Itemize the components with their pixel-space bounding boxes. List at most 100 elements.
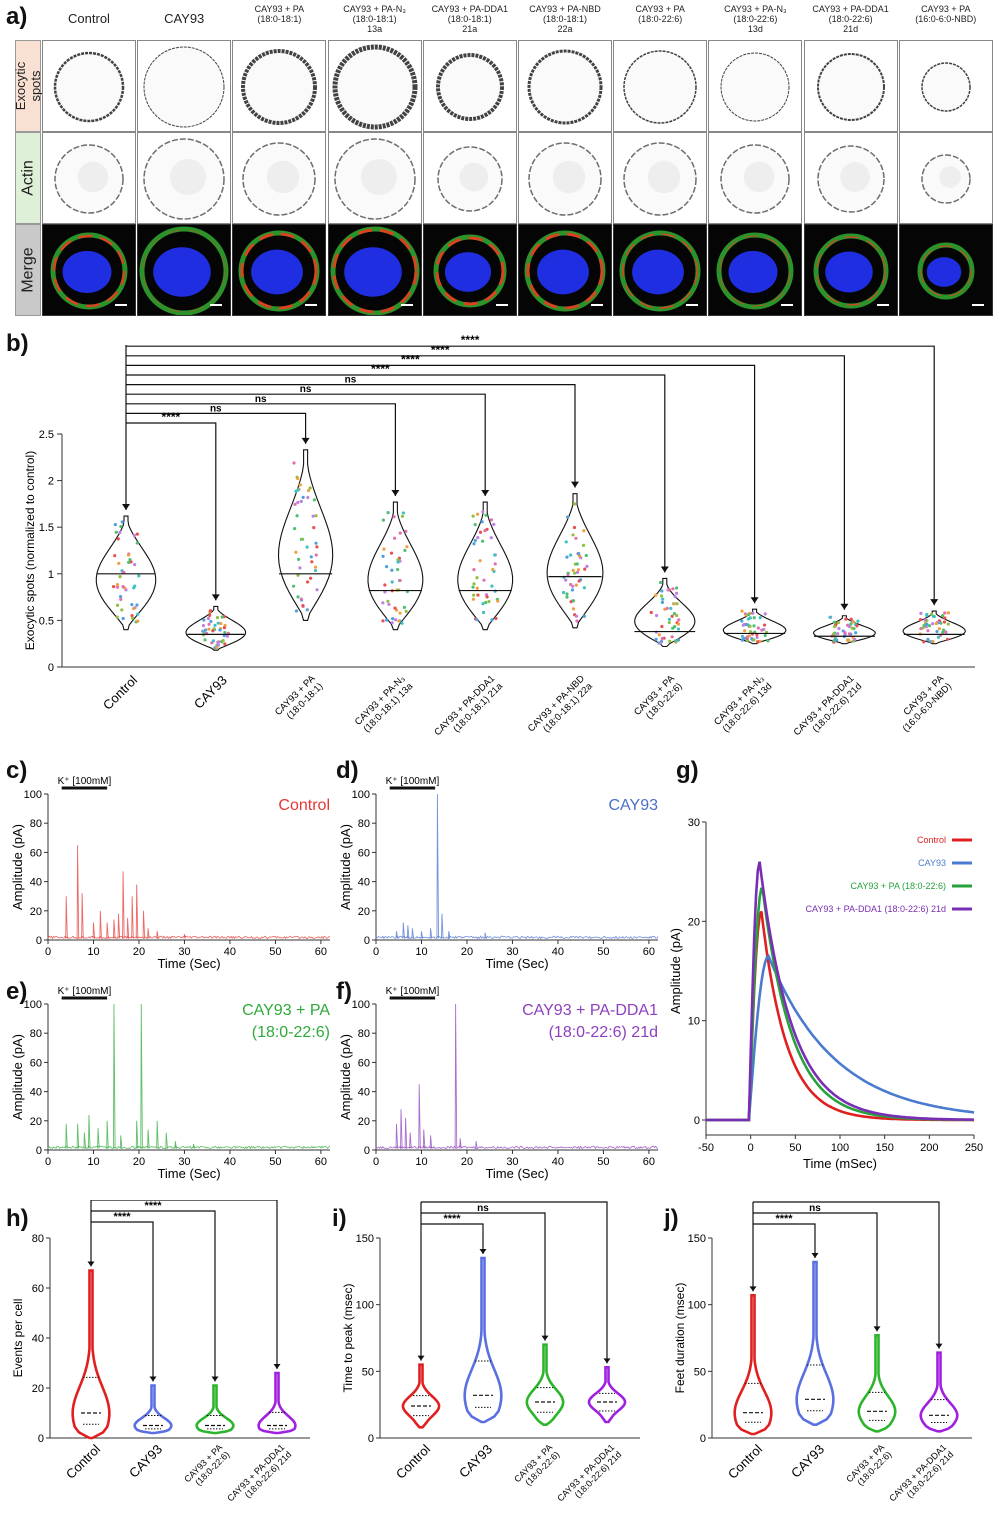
violin-dots xyxy=(918,611,950,644)
cell-actin-ring xyxy=(619,230,701,312)
data-dot xyxy=(744,622,748,627)
data-dot xyxy=(661,597,665,601)
data-dot xyxy=(849,622,853,626)
spike xyxy=(140,1003,143,1149)
data-dot xyxy=(119,595,123,599)
column-header-line: CAY93 + PA-NBD xyxy=(529,4,601,14)
data-dot xyxy=(849,617,853,621)
y-tick-label: 0 xyxy=(36,935,42,947)
data-dot xyxy=(658,580,663,585)
data-dot xyxy=(301,495,305,500)
x-category-label: CAY93 + PA(18:0-22:6) xyxy=(632,673,685,726)
x-tick-label: 50 xyxy=(269,1156,281,1168)
x-tick-label: 0 xyxy=(373,1156,379,1168)
significance-bracket xyxy=(126,374,666,573)
y-tick-label: 150 xyxy=(356,1233,374,1245)
significance-bracket xyxy=(126,403,396,497)
merge-image xyxy=(137,224,232,316)
panel-g-average-spike: 0 10 20 30 -50 0 50 100 150 200 250 Time (mSec) Ampl… xyxy=(668,817,983,1171)
data-dot xyxy=(136,612,140,616)
data-dot xyxy=(576,568,581,572)
cell-exocytic-ring xyxy=(240,232,318,310)
violin-shape xyxy=(795,1260,835,1426)
data-dot xyxy=(571,568,575,572)
spike xyxy=(126,918,130,939)
data-dot xyxy=(758,616,762,620)
data-dot xyxy=(213,623,217,627)
data-dot xyxy=(836,620,841,625)
column-header-line: (18:0-22:6) xyxy=(828,14,873,24)
significance-label: **** xyxy=(461,333,480,347)
data-dot xyxy=(313,568,318,573)
x-category-line: CAY93 + PA-DDA1 xyxy=(225,1442,286,1503)
trace-title: CAY93 xyxy=(608,797,658,814)
x-tick-label: 30 xyxy=(178,946,190,958)
data-dot xyxy=(296,476,300,481)
x-category-label: CAY93 + PA(18:0-22:6) xyxy=(512,1442,561,1491)
x-tick-label: 0 xyxy=(748,1142,754,1154)
data-dot xyxy=(478,530,483,534)
spike xyxy=(117,913,121,939)
y-tick-label: 150 xyxy=(688,1233,706,1245)
y-tick-label: 100 xyxy=(24,999,42,1011)
data-dot xyxy=(211,629,215,633)
panel-f-letter: f) xyxy=(336,978,352,1005)
data-dot xyxy=(751,611,755,615)
cell-actin-ring xyxy=(813,233,889,309)
spike xyxy=(422,1129,426,1149)
data-dot xyxy=(404,609,408,614)
data-dot xyxy=(855,624,859,628)
spike xyxy=(81,893,84,939)
data-dot xyxy=(313,565,318,569)
panel-e-trace: 0 20 40 60 80 100 0 10 20 30 40 50 60 Time (Sec) Ampli… xyxy=(10,986,330,1181)
significance-bracket xyxy=(126,393,486,497)
violin-shape xyxy=(587,1366,627,1424)
x-tick-label: 0 xyxy=(373,946,379,958)
data-dot xyxy=(203,628,208,632)
x-tick-label: 0 xyxy=(45,1156,51,1168)
y-tick-label: 60 xyxy=(30,847,42,859)
x-tick-label: 20 xyxy=(461,946,473,958)
column-header-line: CAY93 + PA-N₃ xyxy=(343,4,406,14)
data-dot xyxy=(202,618,206,622)
x-tick-label: 150 xyxy=(875,1142,893,1154)
y-tick-label: 80 xyxy=(358,1028,370,1040)
trace-title-line: CAY93 + PA-DDA1 xyxy=(522,1002,658,1019)
column-header: Control xyxy=(42,12,136,25)
cell-nucleus xyxy=(926,257,962,287)
bracket-arrow xyxy=(750,597,759,604)
significance-label: **** xyxy=(775,1213,793,1225)
panel-d-trace: 0 20 40 60 80 100 0 10 20 30 40 50 60 Time (Sec) Ampli… xyxy=(338,776,659,971)
trace-title-line: (18:0-22:6) 21d xyxy=(549,1024,658,1041)
data-dot xyxy=(314,541,318,545)
violin-dots xyxy=(111,520,141,624)
cell-texture xyxy=(552,160,586,194)
x-tick-label: -50 xyxy=(698,1142,714,1154)
violin-shape xyxy=(463,1256,503,1424)
data-dot xyxy=(666,588,670,592)
x-category-label: CAY93 + PA-DDA1(18:0-22:6) 21d xyxy=(225,1442,293,1510)
data-dot xyxy=(312,526,316,530)
data-dot xyxy=(931,639,935,644)
data-dot xyxy=(117,561,121,565)
x-category-line: CAY93 + PA-DDA1 xyxy=(555,1442,616,1503)
actin-image xyxy=(232,132,327,224)
data-dot xyxy=(132,533,136,538)
data-dot xyxy=(763,633,767,638)
x-tick-label: 60 xyxy=(315,1156,327,1168)
data-dot xyxy=(383,583,387,587)
significance-label: **** xyxy=(371,362,390,376)
spike xyxy=(97,1128,100,1149)
data-dot xyxy=(925,622,929,626)
y-tick-label: 80 xyxy=(30,818,42,830)
data-dot xyxy=(208,609,213,613)
column-header-line: 13a xyxy=(367,24,383,34)
bracket-arrow xyxy=(571,481,579,488)
violin-shape xyxy=(902,610,966,645)
data-dot xyxy=(400,514,405,518)
data-dot xyxy=(763,612,767,616)
spike xyxy=(99,910,102,939)
data-dot xyxy=(748,624,752,628)
data-dot xyxy=(389,551,394,555)
panel-h-violin-chart: 0 20 40 60 80 Events per cell Control CAY93 ****… xyxy=(11,1200,310,1510)
